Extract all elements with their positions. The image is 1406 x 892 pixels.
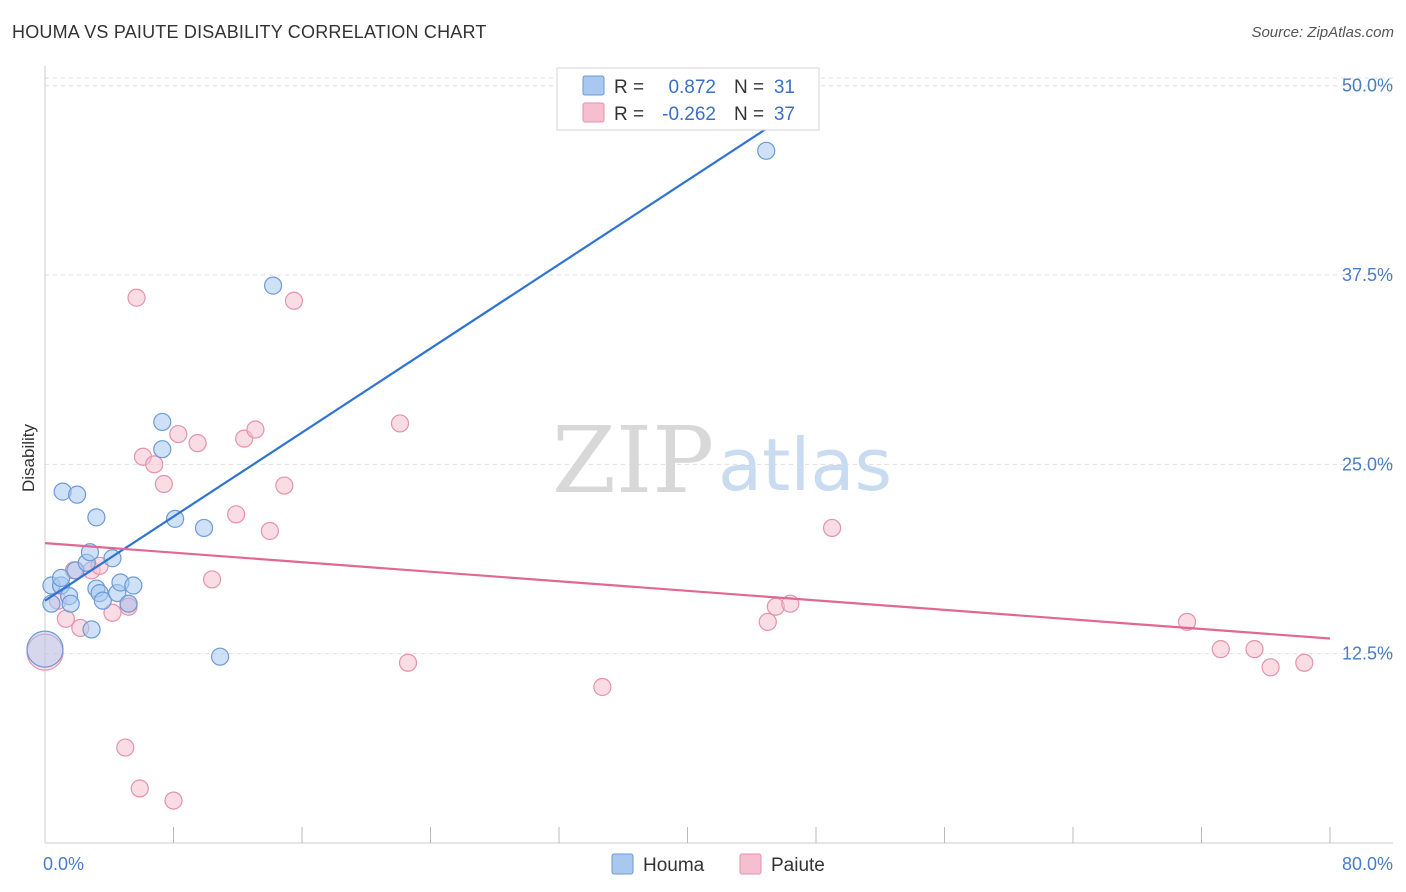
houma-point-29: [757, 141, 776, 160]
houma-point-27: [263, 276, 283, 295]
houma-series-swatch: [611, 853, 634, 875]
paiute-n-value: 37: [774, 104, 795, 125]
houma-points: [26, 109, 776, 668]
paiute-trend-line: [44, 542, 1331, 640]
paiute-point-20: [227, 505, 246, 524]
houma-n-label: N =: [734, 77, 764, 98]
paiute-n-label: N =: [734, 104, 764, 125]
houma-point-23: [153, 440, 172, 459]
paiute-point-36: [1261, 658, 1280, 677]
chart-title: HOUMA VS PAIUTE DISABILITY CORRELATION C…: [12, 22, 487, 42]
houma-point-7: [61, 594, 80, 613]
x-tick-label-max: 80.0%: [1342, 854, 1393, 874]
paiute-point-7: [103, 603, 122, 622]
y-tick-label-0: 12.5%: [1342, 644, 1393, 664]
paiute-point-19: [202, 570, 222, 589]
paiute-point-29: [758, 612, 777, 631]
paiute-point-12: [130, 779, 149, 798]
paiute-r-value: -0.262: [662, 104, 716, 125]
watermark-atlas: atlas: [718, 423, 892, 507]
y-axis-label: Disability: [19, 423, 38, 492]
paiute-point-15: [154, 474, 173, 494]
houma-point-12: [82, 620, 101, 639]
watermark-zip: ZIP: [552, 407, 714, 514]
houma-point-25: [194, 518, 214, 538]
houma-legend-swatch: [582, 75, 605, 96]
houma-point-24: [166, 509, 185, 528]
houma-point-26: [210, 647, 230, 666]
houma-trend-line: [44, 95, 817, 602]
houma-point-20: [119, 594, 138, 613]
paiute-point-32: [822, 518, 842, 538]
paiute-legend-swatch: [582, 102, 605, 123]
paiute-point-28: [593, 677, 612, 697]
paiute-point-23: [260, 521, 279, 541]
paiute-point-18: [188, 434, 207, 453]
x-tick-label-min: 0.0%: [43, 854, 84, 874]
series-legend: Houma Paiute: [611, 853, 825, 876]
houma-point-4: [51, 568, 71, 588]
houma-point-22: [153, 412, 172, 432]
houma-point-16: [93, 591, 112, 610]
paiute-r-label: R =: [614, 104, 644, 125]
trend-lines: [44, 95, 1331, 640]
paiute-series-swatch: [739, 853, 762, 875]
houma-r-value: 0.872: [668, 77, 716, 98]
houma-point-9: [68, 485, 87, 504]
paiute-points: [26, 288, 1314, 810]
paiute-point-27: [398, 653, 418, 672]
y-tick-label-1: 25.0%: [1342, 454, 1393, 474]
paiute-point-35: [1245, 640, 1264, 659]
houma-point-21: [124, 576, 143, 595]
houma-series-label: Houma: [643, 855, 705, 876]
paiute-point-33: [1177, 612, 1197, 631]
paiute-point-14: [145, 455, 164, 474]
houma-point-0: [26, 630, 64, 668]
paiute-point-16: [164, 791, 183, 810]
houma-n-value: 31: [774, 77, 795, 98]
source-credit: Source: ZipAtlas.com: [1251, 24, 1394, 41]
stats-legend: R = 0.872 N = 31 R = -0.262 N = 37: [556, 67, 820, 131]
paiute-point-34: [1211, 640, 1230, 659]
houma-point-13: [87, 508, 106, 527]
y-tick-labels: 12.5% 25.0% 37.5% 50.0%: [1342, 76, 1393, 664]
houma-r-label: R =: [614, 77, 644, 98]
y-tick-label-3: 50.0%: [1342, 76, 1393, 96]
paiute-point-24: [275, 476, 294, 495]
paiute-point-11: [127, 288, 146, 307]
houma-point-11: [80, 543, 100, 562]
gridlines: [45, 77, 1393, 655]
paiute-point-25: [284, 291, 304, 310]
paiute-point-37: [1295, 653, 1314, 672]
paiute-point-22: [246, 420, 265, 439]
paiute-point-8: [116, 738, 135, 757]
paiute-series-label: Paiute: [771, 855, 825, 876]
y-tick-label-2: 37.5%: [1342, 265, 1393, 285]
axes: [44, 66, 1393, 844]
paiute-point-17: [169, 424, 188, 444]
x-tick-labels: 0.0% 80.0%: [43, 854, 1393, 874]
paiute-point-26: [390, 414, 410, 433]
